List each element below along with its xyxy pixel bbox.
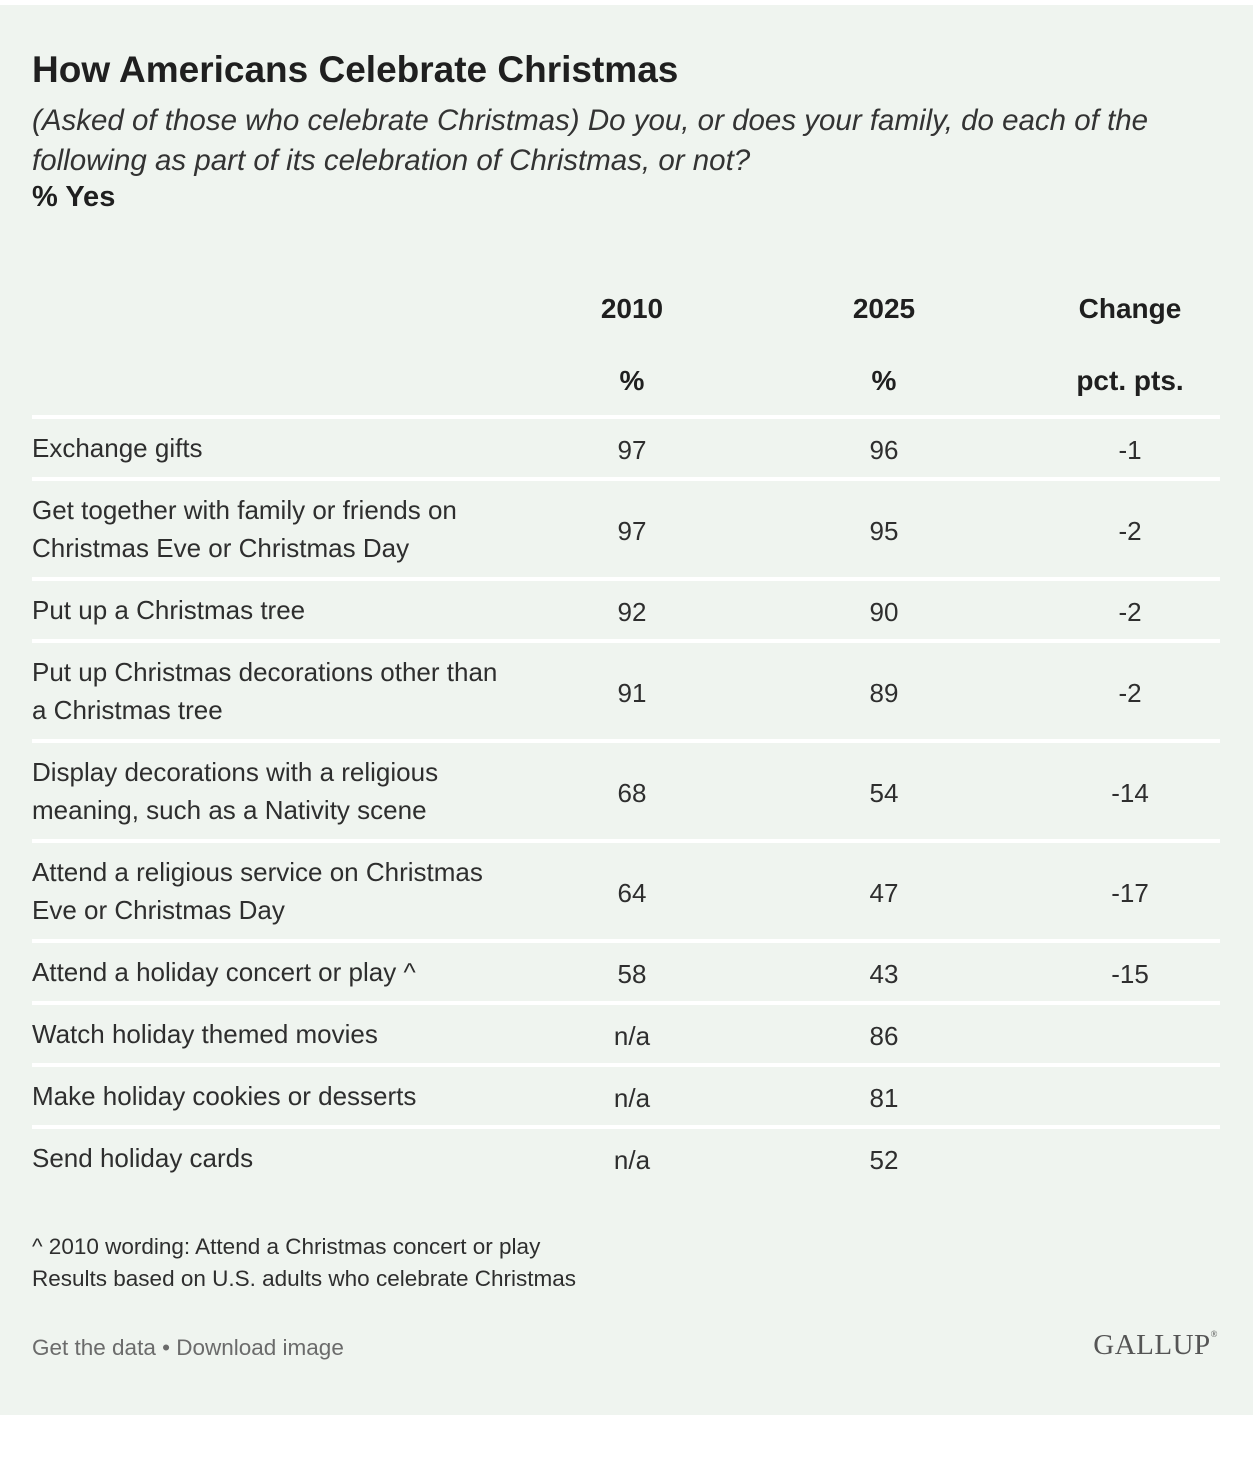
value-2025: 95 — [869, 516, 899, 546]
row-label: Put up Christmas decorations other than … — [32, 657, 498, 725]
chart-card: How Americans Celebrate Christmas (Asked… — [0, 5, 1253, 1415]
table-row: Display decorations with a religious mea… — [32, 743, 1220, 843]
header-2025: 2025 — [852, 293, 916, 324]
value-2025: 90 — [869, 597, 899, 627]
row-label: Exchange gifts — [32, 433, 203, 463]
value-2025: 86 — [869, 1021, 899, 1051]
value-2010: 68 — [617, 778, 647, 808]
value-change: -15 — [1111, 959, 1149, 989]
header-2010: 2010 — [600, 293, 664, 324]
table-row: Attend a religious service on Christmas … — [32, 843, 1220, 943]
value-2010: 97 — [617, 516, 647, 546]
value-2025: 52 — [869, 1145, 899, 1175]
measure-label: % Yes — [32, 181, 116, 213]
value-2025: 81 — [869, 1083, 899, 1113]
table-row: Watch holiday themed movies n/a 86 — [32, 1005, 1220, 1067]
value-2025: 96 — [869, 435, 899, 465]
chart-subtitle: (Asked of those who celebrate Christmas)… — [32, 104, 1149, 177]
data-table: 2010 2025 Change % % pct. pts. Exchange … — [32, 275, 1220, 1191]
value-change: -2 — [1118, 597, 1142, 627]
row-label: Send holiday cards — [32, 1143, 254, 1173]
value-2010: 97 — [617, 435, 647, 465]
value-2025: 47 — [869, 878, 899, 908]
value-change: -17 — [1111, 878, 1149, 908]
table-row: Send holiday cards n/a 52 — [32, 1129, 1220, 1191]
value-2010: 58 — [617, 959, 647, 989]
row-label: Get together with family or friends on C… — [32, 495, 457, 563]
footnote-wording: ^ 2010 wording: Attend a Christmas conce… — [32, 1234, 541, 1259]
table-row: Put up Christmas decorations other than … — [32, 643, 1220, 743]
header-2025-unit: % — [871, 365, 897, 396]
table-row: Make holiday cookies or desserts n/a 81 — [32, 1067, 1220, 1129]
header-change-unit: pct. pts. — [1076, 365, 1184, 396]
value-2010: 92 — [617, 597, 647, 627]
table-row: Put up a Christmas tree 92 90 -2 — [32, 581, 1220, 643]
table-header: 2010 2025 Change % % pct. pts. — [32, 275, 1220, 415]
footnote-base: Results based on U.S. adults who celebra… — [32, 1266, 577, 1291]
row-label: Watch holiday themed movies — [32, 1019, 378, 1049]
value-2025: 89 — [869, 678, 899, 708]
row-label: Display decorations with a religious mea… — [32, 757, 439, 825]
row-label: Make holiday cookies or desserts — [32, 1081, 417, 1111]
value-change: -14 — [1111, 778, 1149, 808]
table-body: Exchange gifts 97 96 -1 Get together with fa… — [32, 415, 1220, 1191]
table-row: Get together with family or friends on C… — [32, 481, 1220, 581]
value-2010: n/a — [613, 1021, 651, 1051]
table-row: Attend a holiday concert or play ^ 58 43 -1… — [32, 943, 1220, 1005]
download-image-link[interactable]: Download image — [176, 1335, 344, 1360]
footer-links: Get the data • Download image — [32, 1335, 344, 1361]
value-2025: 43 — [869, 959, 899, 989]
value-2010: 91 — [617, 678, 647, 708]
header-2010-unit: % — [619, 365, 645, 396]
brand-wordmark: GALLUP — [1093, 1329, 1211, 1361]
gallup-logo: GALLUP® — [1093, 1329, 1218, 1361]
value-change: -2 — [1118, 516, 1142, 546]
value-change: -2 — [1118, 678, 1142, 708]
get-data-link[interactable]: Get the data — [32, 1335, 156, 1360]
value-2025: 54 — [869, 778, 899, 808]
value-2010: 64 — [617, 878, 647, 908]
row-label: Attend a religious service on Christmas … — [32, 857, 483, 925]
row-label: Attend a holiday concert or play ^ — [32, 957, 416, 987]
footer-separator: • — [155, 1335, 177, 1360]
value-2010: n/a — [613, 1083, 651, 1113]
value-change: -1 — [1118, 435, 1142, 465]
header-change: Change — [1078, 293, 1182, 324]
chart-title: How Americans Celebrate Christmas — [32, 49, 679, 90]
row-label: Put up a Christmas tree — [32, 595, 306, 625]
footnotes: ^ 2010 wording: Attend a Christmas conce… — [32, 1231, 576, 1295]
table-row: Exchange gifts 97 96 -1 — [32, 419, 1220, 481]
value-2010: n/a — [613, 1145, 651, 1175]
